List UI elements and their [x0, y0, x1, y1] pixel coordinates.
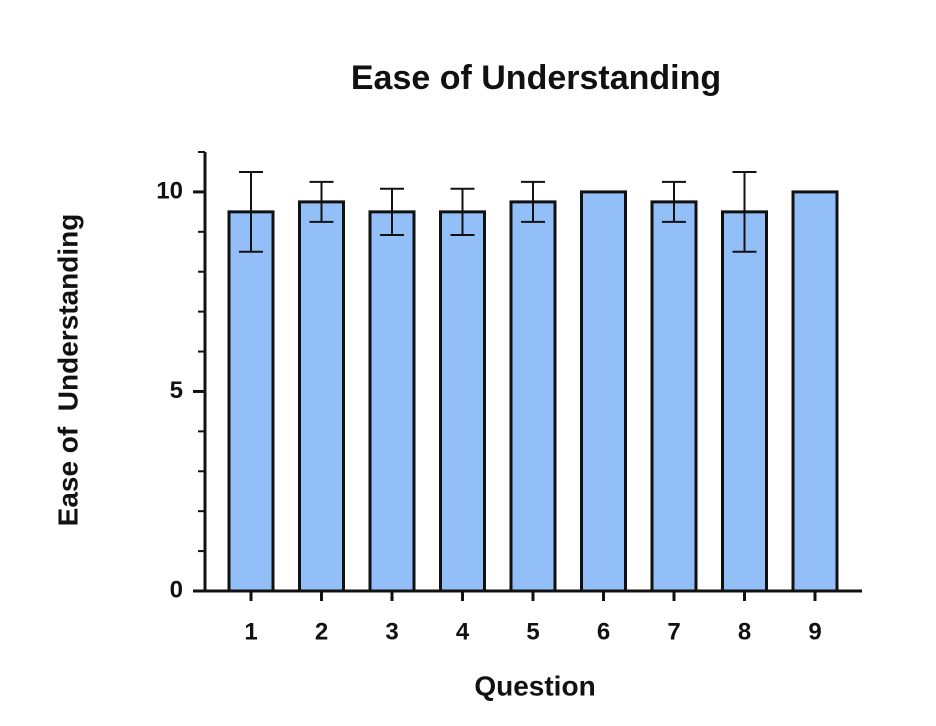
- error-bar: [380, 187, 404, 237]
- bar: [791, 190, 839, 593]
- x-tick-label: 4: [456, 618, 470, 645]
- y-tick-label: 5: [170, 377, 183, 404]
- bar: [368, 210, 416, 593]
- x-tick-label: 5: [526, 618, 539, 645]
- x-tick-label: 3: [385, 618, 398, 645]
- x-tick-label: 9: [808, 618, 821, 645]
- error-bar: [662, 180, 686, 223]
- y-axis-label: Ease of Understanding: [52, 214, 83, 527]
- bar: [580, 190, 627, 593]
- bar: [650, 200, 698, 593]
- x-tick-label: 1: [244, 618, 257, 645]
- x-tick-label: 8: [738, 618, 751, 645]
- bar: [298, 200, 345, 593]
- x-tick-label: 6: [597, 618, 610, 645]
- bar: [227, 210, 275, 593]
- x-tick-label: 7: [667, 618, 680, 645]
- bar: [509, 200, 557, 593]
- y-tick-label: 10: [156, 177, 183, 204]
- x-axis-label: Question: [474, 670, 595, 701]
- chart-title: Ease of Understanding: [351, 59, 721, 97]
- bar: [721, 210, 768, 593]
- bar: [439, 210, 486, 593]
- error-bar: [309, 180, 334, 223]
- error-bar: [450, 187, 475, 237]
- y-tick-label: 0: [170, 576, 183, 603]
- error-bar: [239, 170, 263, 253]
- error-bar: [521, 180, 545, 223]
- error-bar: [732, 170, 757, 253]
- x-tick-label: 2: [315, 618, 328, 645]
